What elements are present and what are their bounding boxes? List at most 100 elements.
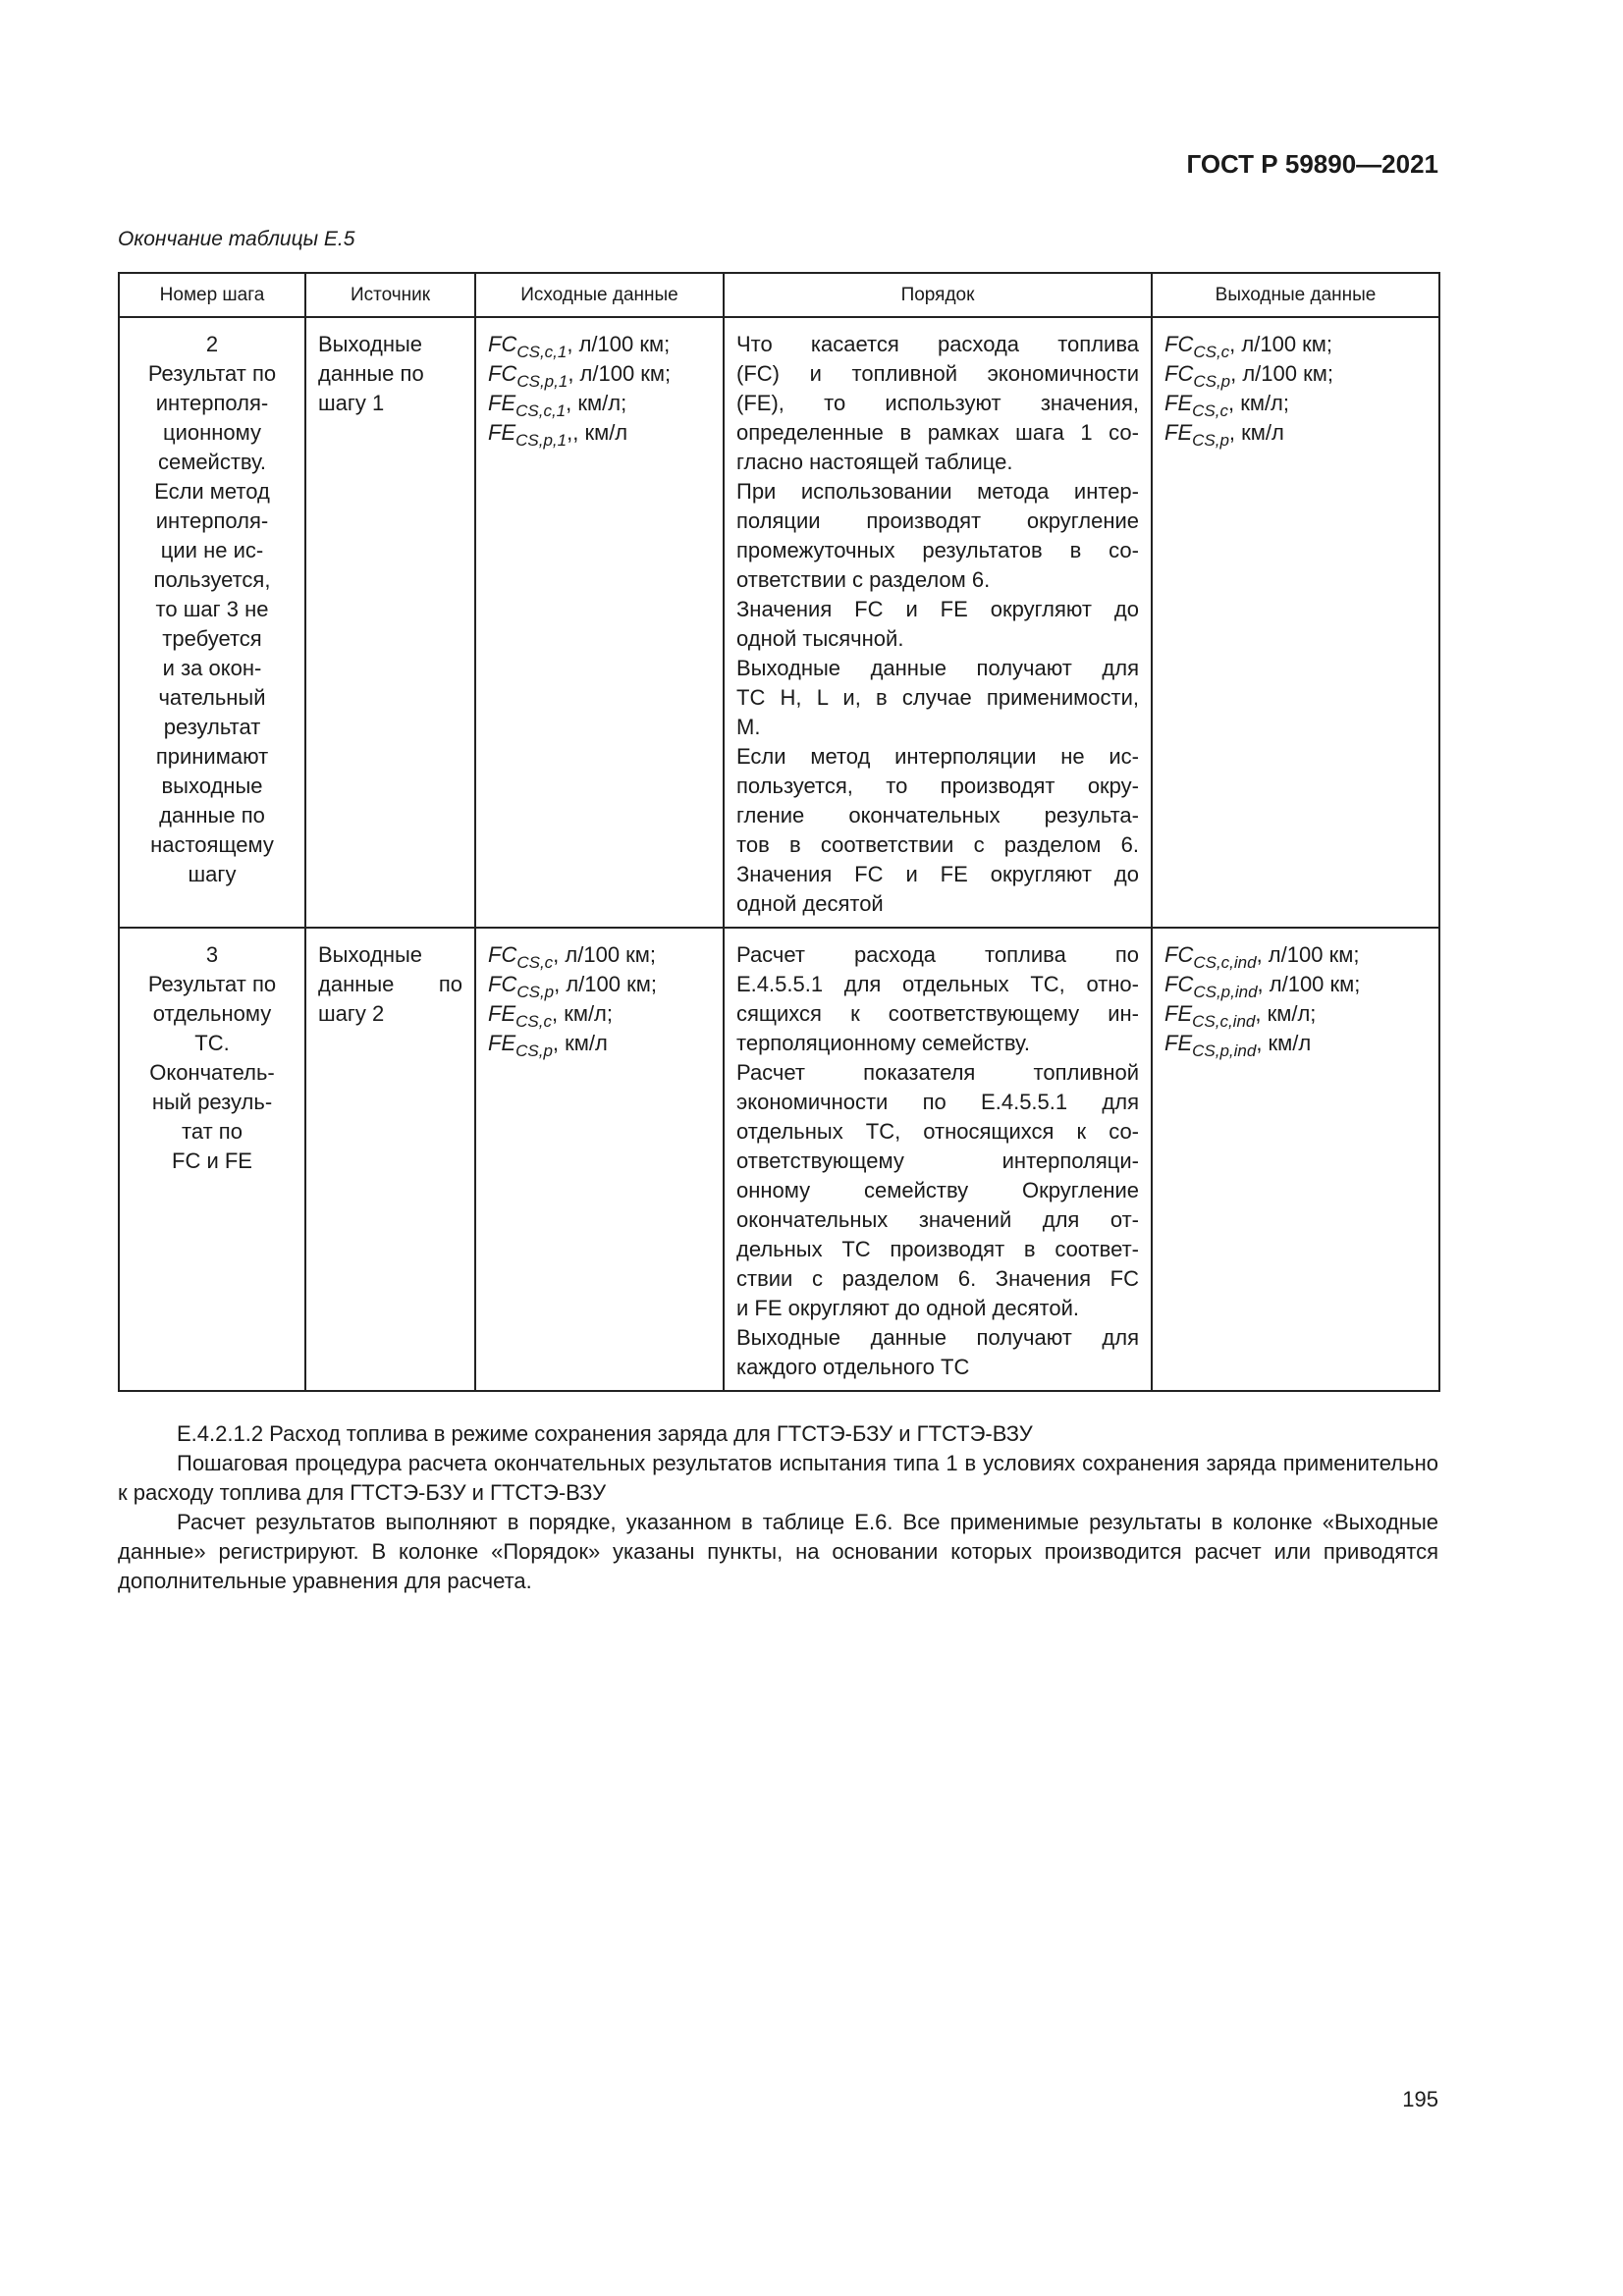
formula: FECS,p, км/л <box>488 1029 711 1059</box>
formula: FECS,p,1,, км/л <box>488 418 711 450</box>
formula-symbol: FE <box>1164 420 1193 445</box>
input-cell: FCCS,c, л/100 км; FCCS,p, л/100 км; FECS,c… <box>474 927 725 1392</box>
column-header: Выходные данные <box>1151 272 1440 318</box>
procedure-line: отдельных ТС, относящихся к со- <box>736 1119 1139 1144</box>
formula: FCCS,p,1, л/100 км; <box>488 359 711 390</box>
formula-subscript: CS,c,1 <box>515 401 567 420</box>
procedure-line: промежуточных результатов в со- <box>736 538 1139 562</box>
step-line: настоящему <box>150 832 274 857</box>
formula: FCCS,p, л/100 км; <box>1164 359 1427 391</box>
step-line: требуется <box>162 626 262 651</box>
section-heading: Е.4.2.1.2 Расход топлива в режиме сохран… <box>177 1421 1033 1446</box>
procedure-line: (FE), то используют значения, <box>736 391 1139 415</box>
formula: FCCS,c,ind, л/100 км; <box>1164 940 1427 972</box>
table-row: 2 Результат по интерполя-ционному семейству… <box>118 316 1440 929</box>
formula-symbol: FE <box>1164 391 1193 415</box>
source-line: Выходные <box>318 942 423 967</box>
formula-subscript: CS,c,ind <box>1193 953 1257 972</box>
step-line: семейству. <box>157 450 267 474</box>
procedure-line: ответствии с разделом 6. <box>736 567 991 592</box>
formula-symbol: FC <box>1164 361 1194 386</box>
formula: FECS,c, км/л; <box>1164 389 1427 419</box>
procedure-line: M. <box>736 715 761 739</box>
formula: FECS,c, км/л; <box>488 999 711 1030</box>
step-line: чательный <box>158 685 266 710</box>
formula-subscript: CS,c <box>516 953 554 972</box>
table-header-row: Номер шага Источник Исходные данные Поря… <box>118 272 1440 318</box>
procedure-line: (FC) и топливной экономичности <box>736 361 1139 386</box>
formula-subscript: CS,p,ind <box>1192 1041 1257 1060</box>
procedure-line: ответствующему интерполяци- <box>736 1148 1139 1173</box>
step-line: Результат по <box>147 972 277 996</box>
formula-unit: , км/л; <box>1255 1001 1317 1026</box>
formula-symbol: FE <box>488 1001 516 1026</box>
formula-subscript: CS,p,ind <box>1193 983 1258 1001</box>
formula: FECS,c,ind, км/л; <box>1164 999 1427 1030</box>
step-cell: 3 Результат по отдельному ТС. Окончатель-ный… <box>118 927 306 1392</box>
formula-unit: , км/л; <box>1227 391 1290 415</box>
step-line: Если метод <box>154 479 270 504</box>
procedure-line: Е.4.5.5.1 для отдельных ТС, отно- <box>736 972 1139 996</box>
procedure-line: онному семейству Округление <box>736 1178 1139 1202</box>
table-row: 3 Результат по отдельному ТС. Окончатель-ный… <box>118 927 1440 1392</box>
procedure-line: одной тысячной. <box>736 626 904 651</box>
step-line: ционному <box>162 420 262 445</box>
formula-unit: , км/л; <box>566 391 627 415</box>
step-line: ный резуль- <box>151 1090 273 1114</box>
page-number: 195 <box>1402 2087 1438 2111</box>
formula-symbol: FE <box>488 420 516 445</box>
procedure-cell: Расчет расхода топлива по Е.4.5.5.1 для о… <box>723 927 1153 1392</box>
formula-subscript: CS,p <box>1193 372 1231 391</box>
formula-symbol: FC <box>1164 942 1194 967</box>
procedure-line: ТС H, L и, в случае применимости, <box>736 685 1139 710</box>
step-line: принимают <box>155 744 269 769</box>
formula: FECS,p,ind, км/л <box>1164 1029 1427 1060</box>
procedure-line: каждого отдельного ТС <box>736 1355 970 1379</box>
column-header: Исходные данные <box>474 272 725 318</box>
procedure-line: поляции производят округление <box>736 508 1139 533</box>
procedure-line: Если метод интерполяции не ис- <box>736 744 1139 769</box>
formula-symbol: FE <box>1164 1031 1193 1055</box>
formula: FCCS,p,ind, л/100 км; <box>1164 970 1427 1001</box>
source-line: шагу 2 <box>318 1001 385 1026</box>
procedure-line: и FE округляют до одной десятой. <box>736 1296 1079 1320</box>
procedure-line: Расчет показателя топливной <box>736 1060 1139 1085</box>
formula-unit: , л/100 км; <box>1256 942 1360 967</box>
table-e5: Номер шага Источник Исходные данные Поря… <box>118 272 1440 1392</box>
formula-symbol: FC <box>488 361 517 386</box>
procedure-line: Выходные данные получают для <box>736 656 1139 680</box>
formula-unit: , л/100 км; <box>554 972 657 996</box>
step-line: результат <box>163 715 261 739</box>
formula: FECS,p, км/л <box>1164 418 1427 449</box>
input-cell: FCCS,c,1, л/100 км; FCCS,p,1, л/100 км; FE… <box>474 316 725 929</box>
standard-designation: ГОСТ Р 59890—2021 <box>1186 149 1438 179</box>
procedure-line: гласно настоящей таблице. <box>736 450 1013 474</box>
output-cell: FCCS,c, л/100 км; FCCS,p, л/100 км; FECS,c… <box>1151 316 1440 929</box>
step-cell: 2 Результат по интерполя-ционному семейству… <box>118 316 306 929</box>
formula-unit: , л/100 км; <box>568 361 672 386</box>
step-line: шагу <box>188 862 237 886</box>
procedure-line: дельных ТС производят в соответ- <box>736 1237 1139 1261</box>
table-caption: Окончание таблицы Е.5 <box>118 228 355 250</box>
formula-unit: , л/100 км; <box>1230 361 1333 386</box>
formula-symbol: FE <box>1164 1001 1193 1026</box>
step-line: интерполя- <box>155 391 269 415</box>
column-header: Номер шага <box>118 272 306 318</box>
formula-subscript: CS,p,1 <box>515 431 568 450</box>
column-header: Порядок <box>723 272 1153 318</box>
formula-symbol: FE <box>488 391 516 415</box>
formula-unit: , км/л <box>1228 420 1284 445</box>
body-text: Е.4.2.1.2 Расход топлива в режиме сохран… <box>118 1419 1438 1596</box>
step-line: пользуется, <box>153 567 271 592</box>
formula-unit: , км/л <box>552 1031 608 1055</box>
output-cell: FCCS,c,ind, л/100 км; FCCS,p,ind, л/100 к… <box>1151 927 1440 1392</box>
step-line: отдельному <box>152 1001 272 1026</box>
formula-subscript: CS,p <box>516 983 555 1001</box>
formula-symbol: FC <box>488 942 517 967</box>
procedure-line: пользуется, то производят окру- <box>736 774 1139 798</box>
procedure-line: тов в соответствии с разделом 6. <box>736 832 1139 857</box>
formula-unit: , км/л <box>1256 1031 1312 1055</box>
formula-unit: , л/100 км; <box>1229 332 1333 356</box>
procedure-line: окончательных значений для от- <box>736 1207 1139 1232</box>
